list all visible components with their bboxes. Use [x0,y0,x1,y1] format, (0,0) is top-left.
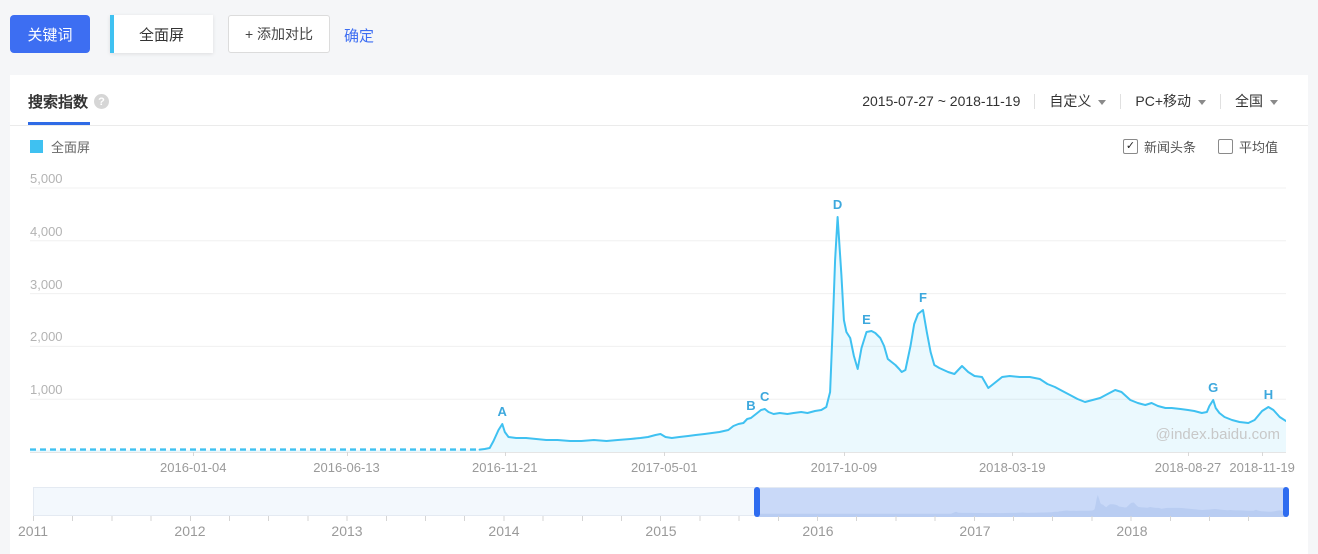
divider [1120,93,1122,109]
range-mode-dropdown[interactable]: 自定义 [1049,91,1107,111]
option-label: 平均值 [1238,140,1278,155]
x-tick-label: 2018-03-19 [978,460,1046,475]
annotation-B[interactable]: B [746,397,756,413]
tab-active-underline [28,122,90,125]
platform-label: PC+移动 [1135,93,1191,109]
divider [1034,93,1036,109]
search-index-card: 搜索指数 ? 2015-07-27 ~ 2018-11-19 自定义 PC+移动 [10,75,1308,554]
x-tick-label: 2016-06-13 [313,460,380,475]
year-label: 2013 [331,523,363,539]
keyword-button[interactable]: 关键词 [10,15,90,53]
keyword-term-chip[interactable]: 全面屏 [110,15,213,53]
year-label: 2018 [1116,523,1148,539]
checkbox-icon[interactable] [1217,139,1233,154]
x-tick [346,452,348,456]
timeline-selection[interactable] [754,487,1289,517]
annotation-C[interactable]: C [760,389,770,405]
x-tick [843,452,845,456]
term-color-stripe [110,15,114,53]
range-mode-label: 自定义 [1049,93,1092,109]
region-label: 全国 [1235,93,1263,109]
annotation-F[interactable]: F [919,290,927,306]
x-tick [1012,452,1014,456]
x-tick-label: 2017-10-09 [810,460,878,475]
timeline-track[interactable] [33,487,1289,517]
annotation-D[interactable]: D [832,196,843,212]
timeline-ticks [33,516,1286,521]
x-tick-label: 2018-08-27 [1154,460,1222,475]
y-tick-label: 4,000 [30,223,63,239]
date-range-value[interactable]: 2015-07-27 ~ 2018-11-19 [862,93,1021,109]
option-checked[interactable]: ✓ 新闻头条 [1122,137,1196,156]
plot-svg [30,187,1287,452]
y-tick-label: 5,000 [30,171,63,186]
option-label: 新闻头条 [1143,140,1196,155]
tab-label: 搜索指数 [28,94,89,111]
annotation-H[interactable]: H [1263,387,1274,402]
region-dropdown[interactable]: 全国 [1235,91,1278,111]
x-tick-label: 2016-11-21 [471,460,538,475]
x-tick [1262,452,1264,456]
y-tick-label: 1,000 [30,382,63,398]
year-label: 2015 [645,523,677,539]
annotation-E[interactable]: E [862,311,871,327]
card-header: 搜索指数 ? 2015-07-27 ~ 2018-11-19 自定义 PC+移动 [10,75,1308,126]
option-unchecked[interactable]: 平均值 [1217,137,1278,156]
x-tick-label: 2018-11-19 [1229,460,1295,475]
x-tick [664,452,666,456]
chevron-down-icon [1270,99,1278,105]
legend-swatch-icon [30,140,43,153]
watermark: @index.baidu.com [1155,426,1280,443]
legend-label: 全面屏 [51,140,91,155]
x-tick [193,452,195,456]
chevron-down-icon [1098,99,1107,105]
term-label: 全面屏 [138,26,184,44]
chevron-down-icon [1198,99,1206,105]
legend-item[interactable]: 全面屏 [30,137,90,156]
tab-search-index[interactable]: 搜索指数 ? [28,91,110,112]
platform-dropdown[interactable]: PC+移动 [1135,91,1206,111]
year-label: 2016 [802,523,834,539]
year-label: 2017 [959,523,991,539]
checkbox-icon[interactable]: ✓ [1122,139,1138,154]
x-tick-label: 2016-01-04 [160,460,227,475]
confirm-link[interactable]: 确定 [344,28,375,45]
timeline-right-handle[interactable] [1283,487,1289,517]
y-tick-label: 3,000 [30,276,63,292]
y-tick-label: 2,000 [30,329,63,345]
add-compare-button[interactable]: + 添加对比 [228,15,330,53]
x-tick [504,452,506,456]
annotation-A[interactable]: A [497,404,507,420]
year-label: 2011 [17,523,49,539]
chart-options: ✓ 新闻头条 平均值 [1122,137,1278,156]
x-tick-label: 2017-05-01 [631,460,698,475]
annotation-G[interactable]: G [1208,379,1219,395]
divider [1220,93,1221,109]
help-icon[interactable]: ? [94,94,110,109]
timeline-years: 2011 2012 2013 2014 2015 2016 2017 2018 [18,523,1286,539]
timeline-silhouette [757,495,1287,517]
year-label: 2012 [174,523,206,539]
timeline-left-handle[interactable] [754,487,760,517]
x-tick [1188,452,1190,456]
year-label: 2014 [488,523,520,539]
header-controls: 2015-07-27 ~ 2018-11-19 自定义 PC+移动 全国 [862,91,1278,111]
x-axis-line [30,452,1286,453]
